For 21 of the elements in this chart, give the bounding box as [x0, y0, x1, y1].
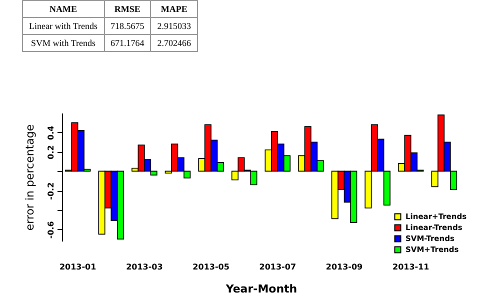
- x-tick-label: 2013-03: [126, 262, 163, 272]
- x-tick-label: 2013-09: [326, 262, 364, 272]
- x-tick-label: 2013-05: [192, 262, 230, 272]
- x-tick-label: 2013-07: [259, 262, 296, 272]
- text: RMSE: [104, 0, 151, 18]
- x-axis-title: Year-Month: [224, 282, 298, 296]
- y-tick-label: -0.6: [46, 220, 56, 239]
- text: 2.702466: [150, 34, 198, 52]
- text: NAME: [22, 0, 104, 18]
- y-tick-label: -0.2: [46, 182, 56, 200]
- text: 671.1764: [104, 34, 151, 52]
- text: 2.915033: [150, 18, 198, 34]
- y-tick-label: 0.4: [46, 125, 56, 140]
- x-tick-label: 2013-11: [392, 262, 430, 272]
- x-tick-label: 2013-01: [59, 262, 97, 272]
- text: SVM with Trends: [22, 34, 104, 52]
- text: Linear with Trends: [22, 18, 104, 34]
- y-tick-label: 0.2: [46, 145, 56, 160]
- text: MAPE: [150, 0, 198, 18]
- y-axis-title: error in percentage: [24, 124, 36, 231]
- text: 718.5675: [104, 18, 151, 34]
